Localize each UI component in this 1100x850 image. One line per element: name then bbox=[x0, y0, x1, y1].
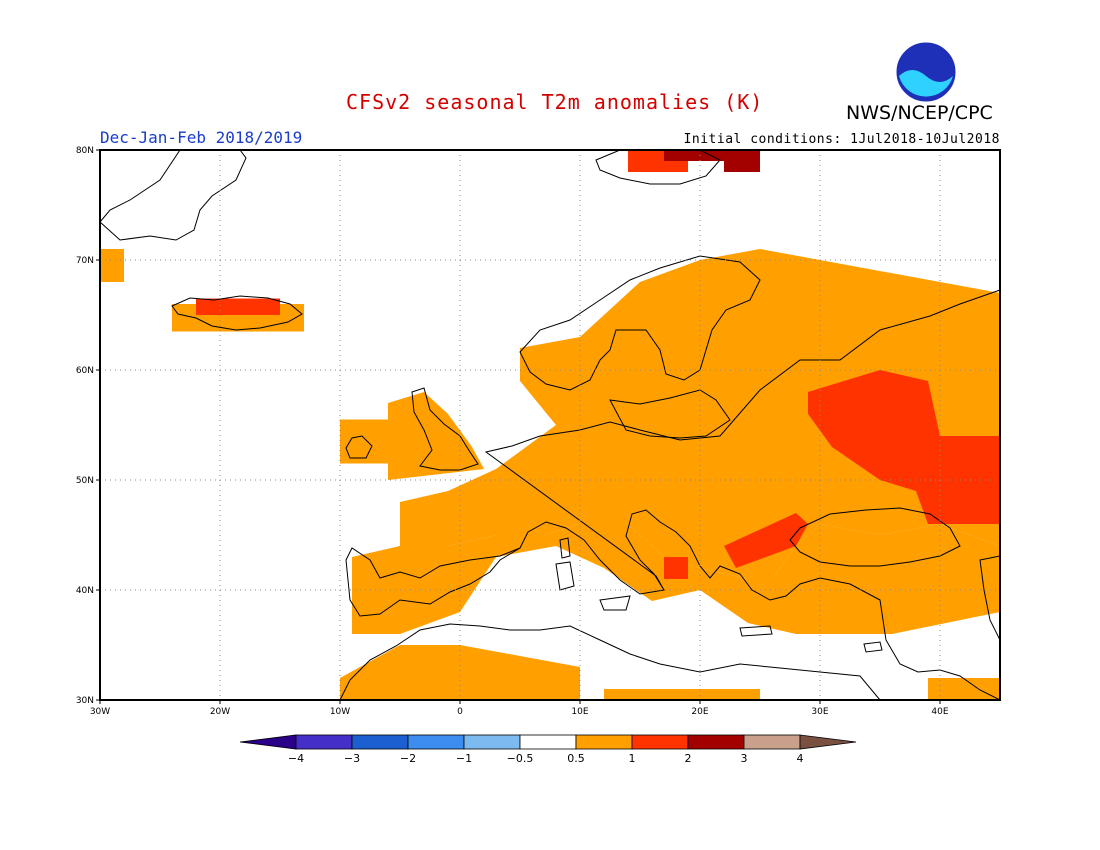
agency-label: NWS/NCEP/CPC bbox=[846, 102, 993, 124]
colorbar-label: −1 bbox=[456, 752, 472, 765]
lat-tick-label: 60N bbox=[76, 366, 94, 376]
colorbar-bin bbox=[295, 734, 353, 750]
colorbar: −4 −3 −2 −1 −0.5 0.5 1 2 3 4 bbox=[239, 734, 857, 765]
anomaly-region-7 bbox=[604, 689, 760, 700]
colorbar-bin bbox=[351, 734, 409, 750]
lon-tick-label: 20E bbox=[691, 707, 708, 717]
graticule bbox=[100, 150, 1000, 700]
lat-tick-label: 50N bbox=[76, 476, 94, 486]
europe-coastline bbox=[345, 435, 373, 459]
anomaly-regions bbox=[100, 150, 1000, 700]
greenland-coastline bbox=[99, 149, 247, 241]
colorbar-label: 4 bbox=[797, 752, 804, 765]
sicily-coastline bbox=[599, 595, 631, 611]
anomaly-region-1 bbox=[400, 249, 1000, 579]
lat-tick-label: 80N bbox=[76, 146, 94, 156]
colorbar-bin bbox=[799, 734, 857, 750]
corsica-coastline bbox=[559, 537, 571, 559]
anomaly-region-6 bbox=[340, 645, 580, 700]
axis-ticks: 30W 20W 10W 0 10E 20E 30E 40E 30N 40N 50N 60N 70N 80N bbox=[76, 146, 949, 717]
map-frame bbox=[99, 149, 1001, 701]
coastlines bbox=[99, 149, 1001, 701]
initial-conditions-label: Initial conditions: 1Jul2018-10Jul2018 bbox=[683, 132, 1000, 147]
colorbar-bin bbox=[575, 734, 633, 750]
north-africa-coastline bbox=[339, 623, 881, 701]
lon-tick-label: 20W bbox=[210, 707, 230, 717]
anomaly-region-5 bbox=[100, 249, 124, 282]
great-britain-coastline bbox=[411, 387, 479, 471]
chart-title: CFSv2 seasonal T2m anomalies (K) bbox=[346, 90, 764, 114]
iceland-coastline bbox=[171, 295, 303, 331]
colorbar-label: 1 bbox=[629, 752, 636, 765]
lon-tick-label: 40E bbox=[931, 707, 948, 717]
lon-tick-label: 30E bbox=[811, 707, 828, 717]
baltic-coastline bbox=[609, 389, 731, 439]
noaa-logo bbox=[896, 42, 956, 102]
sardinia-coastline bbox=[555, 561, 575, 591]
colorbar-bin bbox=[239, 734, 297, 750]
colorbar-label: 2 bbox=[685, 752, 692, 765]
colorbar-label: −3 bbox=[344, 752, 360, 765]
lat-tick-label: 70N bbox=[76, 256, 94, 266]
colorbar-bin bbox=[687, 734, 745, 750]
colorbar-label: −0.5 bbox=[507, 752, 534, 765]
anomaly-region-2 bbox=[340, 419, 388, 464]
colorbar-bin bbox=[519, 734, 577, 750]
colorbar-label: −2 bbox=[400, 752, 416, 765]
lat-tick-label: 30N bbox=[76, 696, 94, 706]
scandinavia-coastline bbox=[519, 255, 761, 391]
colorbar-bin bbox=[743, 734, 801, 750]
colorbar-label: 3 bbox=[741, 752, 748, 765]
lon-tick-label: 10W bbox=[330, 707, 350, 717]
anomaly-region-12 bbox=[196, 298, 280, 315]
anomaly-region-9 bbox=[808, 370, 1000, 524]
colorbar-bin bbox=[631, 734, 689, 750]
lon-tick-label: 0 bbox=[457, 707, 463, 717]
season-label: Dec-Jan-Feb 2018/2019 bbox=[100, 128, 303, 147]
anomaly-region-8 bbox=[928, 678, 1000, 700]
lon-tick-label: 30W bbox=[90, 707, 110, 717]
colorbar-label: −4 bbox=[288, 752, 304, 765]
anomaly-region-15 bbox=[724, 161, 760, 172]
colorbar-bin bbox=[407, 734, 465, 750]
cyprus-coastline bbox=[863, 641, 883, 653]
caspian-coastline bbox=[979, 555, 1001, 641]
colorbar-label: 0.5 bbox=[567, 752, 585, 765]
anomaly-region-10 bbox=[724, 513, 808, 568]
crete-coastline bbox=[739, 625, 773, 637]
anomaly-region-11 bbox=[664, 557, 688, 579]
lat-tick-label: 40N bbox=[76, 586, 94, 596]
anomaly-region-3 bbox=[388, 392, 484, 480]
lon-tick-label: 10E bbox=[571, 707, 588, 717]
continental-coastline bbox=[345, 289, 1001, 701]
colorbar-bin bbox=[463, 734, 521, 750]
